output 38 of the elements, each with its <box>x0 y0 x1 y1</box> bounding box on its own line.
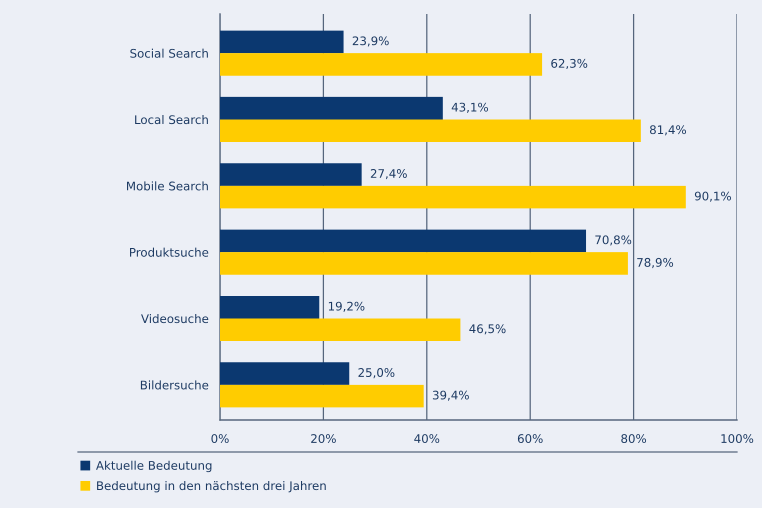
y-tick-label: Mobile Search <box>127 181 208 190</box>
bar <box>220 163 362 186</box>
bar <box>220 186 686 208</box>
data-label: 46,5% <box>469 324 506 334</box>
bar <box>220 296 320 318</box>
bar <box>220 119 641 142</box>
data-label: 78,9% <box>637 258 674 268</box>
y-tick-label: Videosuche <box>141 314 208 324</box>
bar <box>220 318 460 342</box>
data-label: 70,8% <box>595 235 632 246</box>
x-tick-label: 40% <box>414 434 440 444</box>
bar <box>220 96 443 120</box>
bar <box>220 384 424 408</box>
data-label: 43,1% <box>452 102 488 113</box>
x-tick-label: 100% <box>721 434 754 444</box>
data-label: 39,4% <box>432 390 469 401</box>
x-tick-label: 60% <box>518 434 543 444</box>
data-label: 81,4% <box>650 125 686 136</box>
data-label: 23,9% <box>352 36 389 46</box>
data-label: 27,4% <box>370 169 407 180</box>
data-label: 19,2% <box>328 302 364 312</box>
legend-label: Aktuelle Bedeutung <box>96 460 212 472</box>
bar <box>220 230 586 252</box>
y-tick-label: Local Search <box>135 114 208 124</box>
x-tick-label: 20% <box>311 434 336 444</box>
x-tick-label: 80% <box>621 434 646 444</box>
bar <box>220 30 344 54</box>
legend-label: Bedeutung in den nächsten drei Jahren <box>97 481 326 492</box>
data-label: 62,3% <box>551 58 588 70</box>
bar <box>220 53 542 76</box>
data-label: 90,1% <box>694 192 731 202</box>
x-tick-label: 0% <box>211 434 229 444</box>
y-tick-label: Social Search <box>130 48 208 58</box>
y-tick-label: Bildersuche <box>140 380 208 390</box>
y-tick-label: Produktsuche <box>130 248 208 257</box>
data-label: 25,0% <box>358 368 394 378</box>
bar <box>220 362 350 385</box>
bar <box>220 252 628 275</box>
